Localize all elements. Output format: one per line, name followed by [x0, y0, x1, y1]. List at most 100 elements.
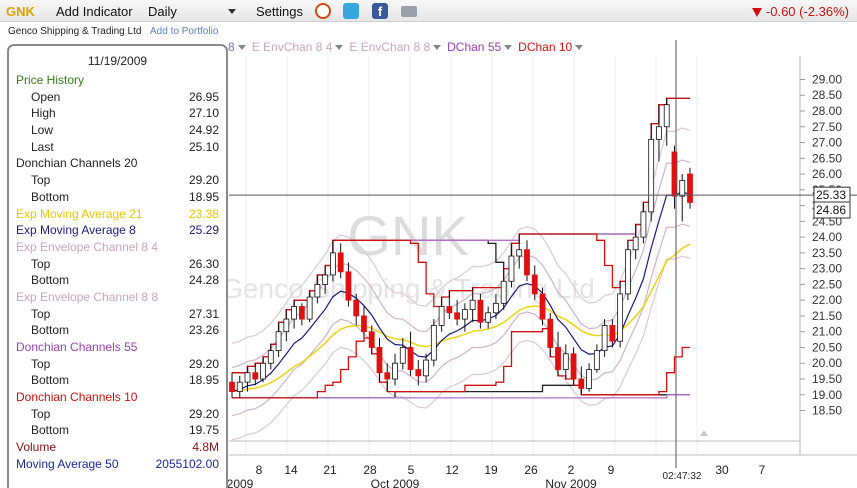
candle — [648, 123, 655, 222]
candle — [306, 290, 313, 323]
candle — [229, 372, 235, 398]
candle — [275, 322, 282, 357]
panel-row: Bottom 23.26 — [9, 322, 226, 339]
candle-body — [260, 362, 266, 380]
candle — [430, 319, 437, 367]
candle — [244, 366, 251, 392]
indicator-chip[interactable]: DChan 10 — [518, 40, 584, 54]
candle — [361, 306, 367, 339]
chevron-down-icon[interactable] — [228, 9, 236, 14]
y-tick-label: 22.50 — [812, 277, 842, 291]
candle-body — [454, 312, 461, 320]
camera-icon[interactable] — [401, 6, 417, 17]
company-bar: Genco Shipping & Trading Ltd Add to Port… — [0, 23, 857, 40]
indicator-legend-bar: 8 E EnvChan 8 4 E EnvChan 8 8 DChan 55 DChan… — [228, 40, 589, 56]
panel-row-label: Bottom — [31, 423, 70, 438]
candle-body — [461, 309, 468, 320]
panel-row-label: Exp Envelope Channel 8 4 — [16, 239, 159, 254]
indicator-chip[interactable]: E EnvChan 8 4 — [252, 40, 344, 54]
candle — [283, 309, 290, 342]
panel-row-label: Bottom — [31, 373, 70, 388]
panel-row-label: Exp Moving Average 8 — [16, 223, 136, 238]
panel-row-label: Donchian Channels 20 — [16, 156, 138, 171]
panel-row-value: 25.10 — [188, 139, 219, 154]
candle — [516, 233, 523, 269]
candle — [267, 344, 274, 370]
candle — [555, 331, 561, 376]
indicator-chip[interactable]: 8 — [228, 40, 246, 54]
panel-row-label: Moving Average 50 — [16, 456, 119, 471]
candle-body — [593, 350, 600, 370]
month-label: Oct 2009 — [371, 477, 420, 488]
indicator-chip[interactable]: E EnvChan 8 8 — [349, 40, 442, 54]
candle-body — [493, 302, 499, 314]
candle-body — [578, 378, 585, 389]
candle-body — [570, 353, 577, 380]
candle — [322, 265, 329, 294]
panel-row-value: 23.26 — [188, 323, 219, 338]
candle — [547, 312, 554, 357]
candle — [368, 325, 375, 354]
panel-row-label: Low — [31, 123, 54, 138]
candle-body — [376, 347, 383, 374]
panel-row-value: 4.8M — [192, 440, 219, 455]
panel-row: Open 26.95 — [9, 89, 226, 106]
panel-row-label: Donchian Channels 10 — [16, 390, 138, 405]
month-label: 2009 — [227, 477, 254, 488]
candle-body — [353, 299, 360, 317]
dropdown-arrow-icon[interactable] — [504, 45, 513, 50]
watermark-company: Genco Shipping & Trading Ltd — [221, 273, 595, 304]
candle-body — [648, 138, 655, 213]
panel-row-label: Last — [31, 139, 54, 154]
candle-body — [275, 331, 282, 352]
panel-row: Exp Moving Average 8 25.29 — [9, 222, 226, 239]
down-arrow-icon — [751, 8, 762, 17]
y-tick-label: 20.50 — [812, 340, 842, 354]
twitter-icon[interactable] — [343, 3, 359, 19]
facebook-icon[interactable]: f — [372, 3, 388, 19]
add-indicator-button[interactable]: Add Indicator — [56, 4, 133, 19]
price-change-value: -0.60 (-2.36%) — [765, 4, 849, 19]
panel-row-label: Top — [31, 306, 51, 321]
dropdown-arrow-icon[interactable] — [575, 45, 584, 50]
dropdown-arrow-icon[interactable] — [433, 45, 442, 50]
candle-body — [446, 306, 453, 314]
candle-body — [687, 173, 693, 203]
panel-row-value: 2055102.00 — [155, 456, 219, 471]
price-chart[interactable]: GNK Genco Shipping & Trading Ltd 18.50 19… — [0, 40, 857, 488]
candle — [461, 303, 468, 332]
candle-body — [229, 381, 235, 393]
interval-select[interactable]: Daily — [148, 4, 177, 19]
alarm-clock-icon[interactable] — [315, 3, 331, 19]
indicator-chip[interactable]: DChan 55 — [447, 40, 513, 54]
candle-body — [524, 249, 530, 276]
candle — [687, 167, 693, 209]
add-to-portfolio-link[interactable]: Add to Portfolio — [150, 26, 219, 37]
panel-row-value: 27.31 — [188, 306, 219, 321]
panel-row-value: 24.92 — [188, 123, 219, 138]
settings-button[interactable]: Settings — [256, 4, 303, 19]
panel-row-value: 18.95 — [188, 189, 219, 204]
dropdown-arrow-icon[interactable] — [335, 45, 344, 50]
x-tick-label: 19 — [484, 463, 498, 477]
panel-row: Top 29.20 — [9, 406, 226, 423]
panel-row-value: 18.95 — [188, 373, 219, 388]
candle-body — [663, 104, 670, 128]
candle — [330, 240, 336, 282]
candle — [524, 240, 530, 282]
candle — [469, 287, 476, 323]
x-tick-label: 8 — [256, 463, 263, 477]
ticker-symbol[interactable]: GNK — [6, 4, 35, 19]
y-tick-label: 23.50 — [812, 246, 842, 260]
dropdown-arrow-icon[interactable] — [237, 45, 246, 50]
candle — [586, 363, 592, 392]
candle — [438, 297, 445, 332]
chart-gridlines — [229, 56, 857, 456]
candle — [353, 293, 360, 326]
candle — [679, 174, 686, 222]
candle-body — [314, 284, 321, 298]
candle-body — [656, 126, 662, 140]
y-tick-label: 26.00 — [812, 167, 842, 181]
candle-body — [624, 249, 631, 295]
y-tick-label: 24.00 — [812, 230, 842, 244]
